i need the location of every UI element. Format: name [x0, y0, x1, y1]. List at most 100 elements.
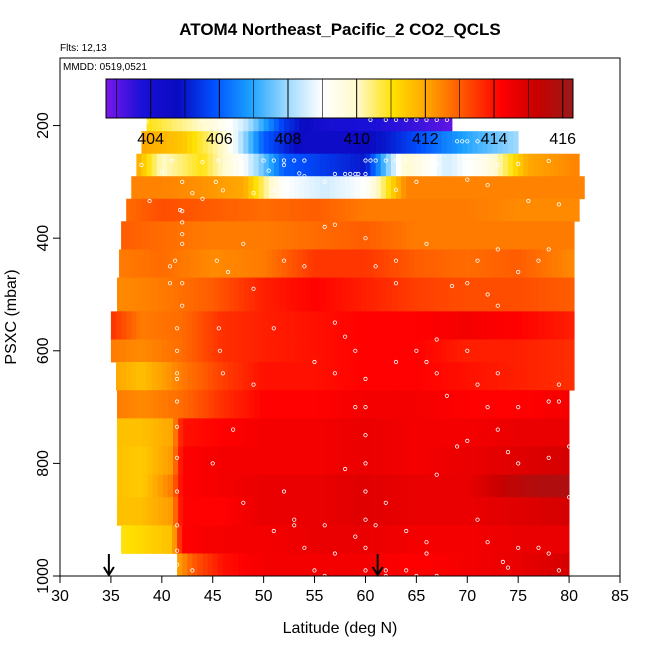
heat-cell	[294, 339, 300, 363]
heat-cell	[351, 497, 357, 526]
heat-cell	[258, 339, 265, 363]
heat-cell	[329, 221, 336, 250]
heat-cell	[406, 153, 412, 177]
heat-cell	[396, 176, 402, 200]
heat-cell	[325, 390, 332, 419]
heat-cell	[223, 474, 230, 498]
heat-cell	[441, 198, 448, 222]
heat-cell	[319, 153, 326, 177]
heat-cell	[397, 277, 403, 312]
heat-cell	[151, 311, 158, 340]
heat-cell	[173, 497, 179, 526]
heat-cell	[264, 390, 271, 419]
heat-cell	[236, 249, 242, 278]
heat-cell	[526, 249, 532, 278]
heat-cell	[116, 339, 122, 363]
heat-cell	[134, 249, 140, 278]
heat-cell	[173, 474, 179, 498]
heat-cell	[402, 474, 408, 498]
sample-point	[454, 139, 460, 144]
heat-cell	[549, 418, 556, 447]
heat-cell	[263, 153, 270, 177]
heat-cell	[264, 474, 271, 498]
heat-cell	[436, 176, 443, 200]
heat-cell	[287, 249, 293, 278]
heat-cell	[141, 221, 147, 250]
heat-cell	[436, 525, 443, 554]
heat-cell	[161, 339, 168, 363]
heat-cell	[432, 497, 439, 526]
heat-cell	[340, 131, 346, 155]
heat-cell	[122, 277, 128, 312]
heat-cell	[315, 418, 322, 447]
heat-cell	[315, 277, 322, 312]
heat-cell	[497, 525, 504, 554]
heat-cell	[182, 553, 188, 577]
heat-cell	[559, 390, 566, 419]
heat-cell	[141, 525, 147, 554]
heat-cell	[511, 249, 517, 278]
heat-cell	[370, 131, 377, 155]
heat-cell	[335, 497, 342, 526]
heat-cell	[197, 153, 203, 177]
heat-cell	[350, 131, 356, 155]
heat-cell	[159, 249, 166, 278]
heat-cell	[564, 176, 570, 200]
heat-cell	[248, 176, 254, 200]
heat-cell	[187, 153, 193, 177]
heat-cell	[248, 553, 254, 577]
flight-arrows	[103, 554, 384, 577]
heat-cell	[319, 221, 326, 250]
heat-cell	[166, 525, 173, 554]
chart-title: ATOM4 Northeast_Pacific_2 CO2_QCLS	[179, 20, 501, 39]
sample-point	[302, 545, 307, 550]
heat-cell	[371, 277, 378, 312]
sample-point	[566, 495, 572, 500]
heat-cell	[436, 362, 443, 391]
heat-cell	[182, 131, 188, 155]
heat-cell	[406, 221, 412, 250]
heat-cell	[146, 362, 153, 391]
heat-cell	[524, 497, 530, 526]
heat-cell	[182, 198, 188, 222]
sample-point	[281, 162, 287, 168]
heat-cell	[478, 390, 484, 419]
heat-cell	[421, 311, 427, 340]
heat-cell	[412, 474, 418, 498]
heat-cell	[529, 446, 535, 476]
sample-point	[449, 283, 455, 289]
heat-cell	[263, 198, 270, 222]
heat-cell	[346, 418, 352, 447]
heat-cell	[361, 474, 367, 498]
heat-cell	[152, 446, 159, 476]
heat-cell	[156, 198, 163, 222]
y-tick-label: 400	[35, 225, 52, 252]
heat-cell	[185, 249, 191, 278]
heat-cell	[492, 553, 499, 577]
heat-cell	[551, 249, 558, 278]
sample-point	[363, 171, 368, 177]
heat-cell	[528, 339, 534, 363]
sample-point	[454, 444, 460, 449]
heat-cell	[127, 497, 133, 526]
heat-cell	[248, 198, 254, 222]
heat-cell	[538, 153, 545, 177]
heat-cell	[137, 497, 143, 526]
heat-cell	[426, 339, 433, 363]
heat-cell	[172, 131, 178, 155]
heat-cell	[498, 390, 505, 419]
heat-cell	[131, 221, 137, 250]
heat-cell	[346, 390, 352, 419]
heat-cell	[390, 362, 397, 391]
heat-cell	[356, 277, 362, 312]
heat-cell	[543, 339, 550, 363]
heat-cell	[233, 525, 239, 554]
heat-cell	[289, 311, 295, 340]
heat-cell	[355, 131, 361, 155]
sample-point	[241, 241, 246, 246]
heat-cell	[319, 525, 326, 554]
heat-cell	[478, 446, 484, 476]
sample-point	[434, 161, 439, 166]
heat-cell	[380, 221, 387, 250]
heat-cell	[243, 153, 249, 177]
